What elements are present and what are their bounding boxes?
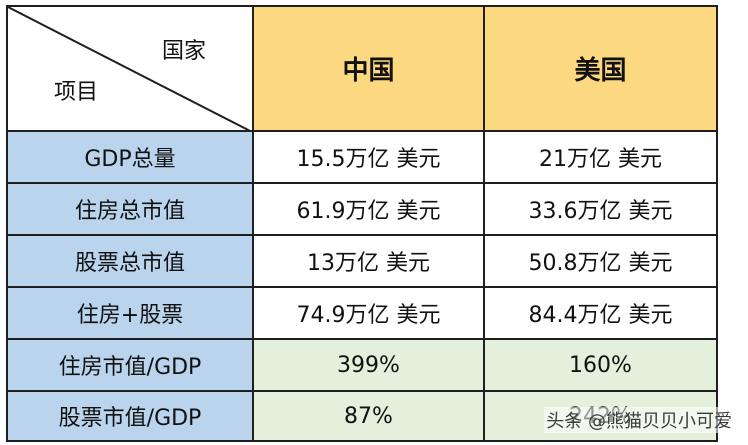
cell-stock-china: 13万亿 美元 — [252, 234, 485, 288]
row-label-gdp: GDP总量 — [6, 130, 254, 184]
row-label-housing-value: 住房总市值 — [6, 182, 254, 236]
row-label-housing-gdp-ratio: 住房市值/GDP — [6, 338, 254, 392]
row-label-stock-gdp-ratio: 股票市值/GDP — [6, 390, 254, 442]
cell-sum-china: 74.9万亿 美元 — [252, 286, 485, 340]
header-china: 中国 — [252, 5, 485, 132]
cell-stock-usa: 50.8万亿 美元 — [483, 234, 718, 288]
corner-row-label: 项目 — [54, 80, 99, 105]
corner-header-cell: 国家 项目 — [6, 5, 256, 134]
row-label-housing-plus-stock: 住房+股票 — [6, 286, 254, 340]
cell-housing-ratio-usa: 160% — [483, 338, 718, 392]
cell-gdp-usa: 21万亿 美元 — [483, 130, 718, 184]
cell-stock-ratio-china: 87% — [252, 390, 485, 442]
watermark: 头条 @熊猫贝贝小可爱 — [544, 407, 734, 433]
comparison-table: 国家 项目 中国 美国 GDP总量 15.5万亿 美元 21万亿 美元 住房总市… — [6, 5, 718, 442]
header-usa: 美国 — [483, 5, 718, 132]
cell-sum-usa: 84.4万亿 美元 — [483, 286, 718, 340]
row-label-stock-value: 股票总市值 — [6, 234, 254, 288]
cell-housing-china: 61.9万亿 美元 — [252, 182, 485, 236]
diagonal-line — [8, 7, 256, 134]
cell-housing-ratio-china: 399% — [252, 338, 485, 392]
cell-housing-usa: 33.6万亿 美元 — [483, 182, 718, 236]
cell-gdp-china: 15.5万亿 美元 — [252, 130, 485, 184]
corner-column-label: 国家 — [161, 39, 206, 64]
